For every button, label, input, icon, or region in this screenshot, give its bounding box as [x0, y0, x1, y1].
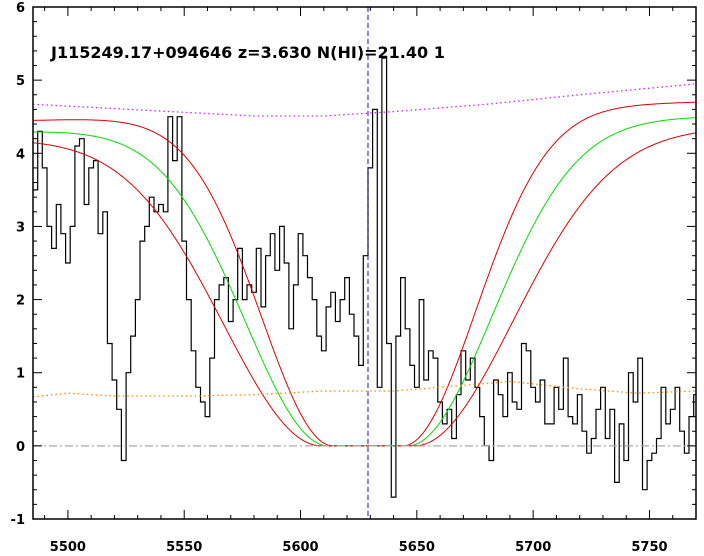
dotted-reference-line-5	[33, 380, 696, 398]
plot-frame	[32, 6, 697, 520]
chart-title: J115249.17+094646 z=3.630 N(HI)=21.40 1	[50, 43, 445, 62]
y-tick-label: 5	[16, 74, 25, 89]
model-profile-line-3	[33, 132, 696, 447]
y-tick-label: -1	[11, 513, 25, 528]
y-tick-label: 1	[16, 367, 25, 382]
x-tick-label: 5750	[631, 540, 667, 555]
flux-spectrum-step-line	[33, 57, 696, 498]
y-tick-label: 6	[16, 1, 25, 16]
y-tick-label: 2	[16, 294, 25, 309]
model-profile-line-2	[33, 101, 696, 447]
x-tick-label: 5650	[399, 540, 435, 555]
x-tick-label: 5700	[515, 540, 551, 555]
data-layer	[33, 7, 696, 519]
y-tick-label: 0	[16, 440, 25, 455]
y-tick-label: 4	[16, 147, 25, 162]
dotted-reference-line-4	[33, 83, 696, 117]
y-tick-label: 3	[16, 220, 25, 235]
x-tick-label: 5600	[282, 540, 318, 555]
axis-layer: 5500 5550 5600 5650 5700 5750 -1 0 1 2 3 4 5 6	[11, 1, 697, 555]
x-tick-label: 5500	[50, 540, 86, 555]
x-tick-label: 5550	[166, 540, 202, 555]
